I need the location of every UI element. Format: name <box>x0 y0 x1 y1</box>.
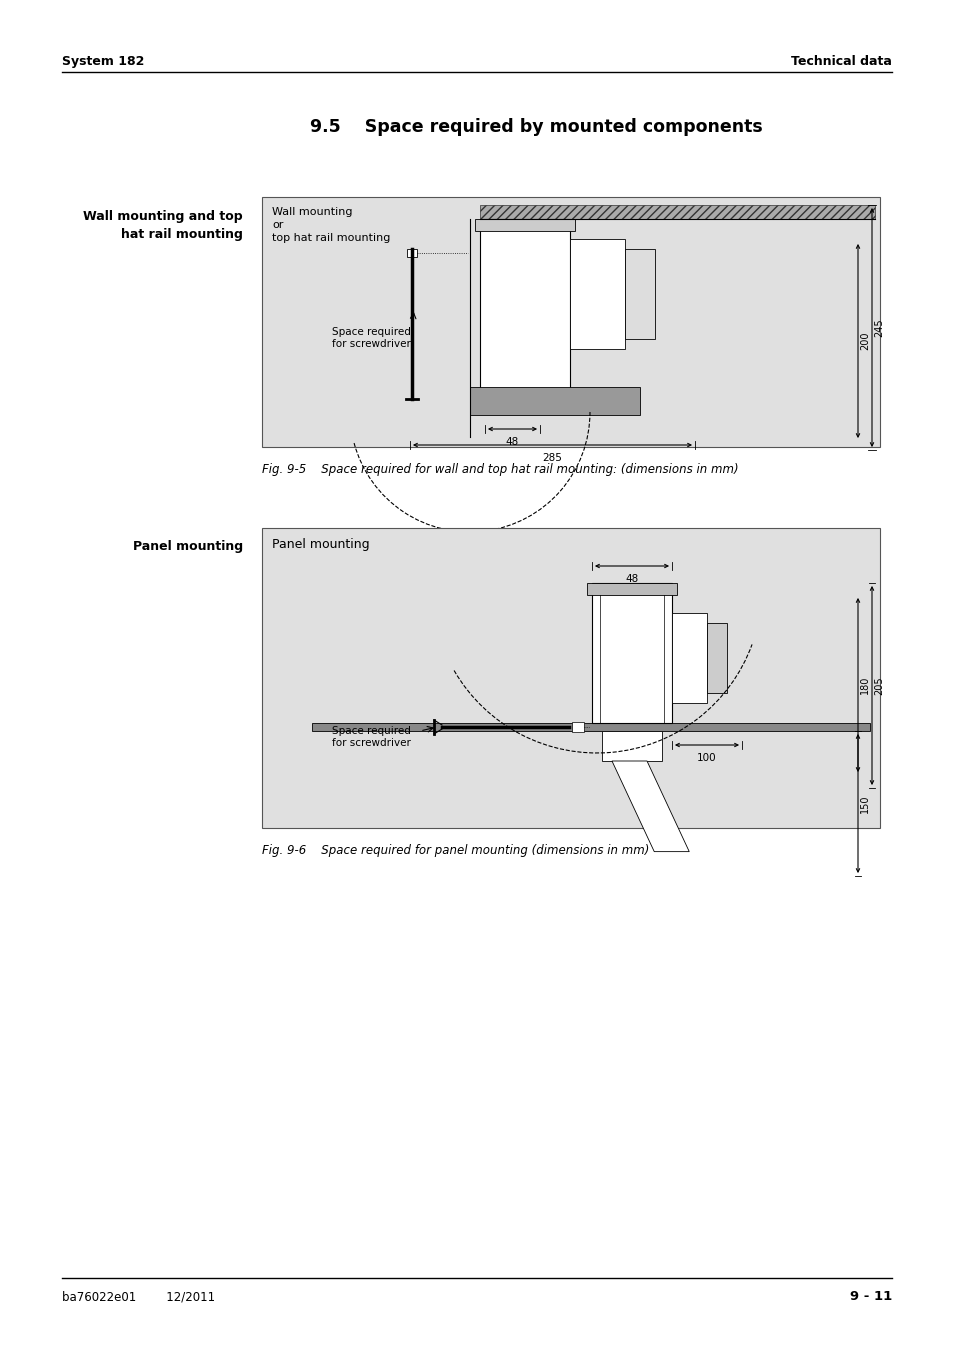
Text: ba76022e01        12/2011: ba76022e01 12/2011 <box>62 1291 214 1303</box>
Bar <box>624 248 655 339</box>
Text: 9 - 11: 9 - 11 <box>849 1291 891 1303</box>
Text: Technical data: Technical data <box>790 55 891 68</box>
Text: 150: 150 <box>859 794 869 813</box>
Bar <box>262 197 879 447</box>
Bar <box>586 583 677 595</box>
Text: 205: 205 <box>873 676 883 695</box>
Text: Fig. 9-6    Space required for panel mounting (dimensions in mm): Fig. 9-6 Space required for panel mounti… <box>262 844 649 857</box>
Text: Panel mounting: Panel mounting <box>132 540 243 553</box>
Bar <box>407 248 416 256</box>
Bar <box>479 219 569 406</box>
Bar <box>671 613 706 703</box>
Text: hat rail mounting: hat rail mounting <box>121 228 243 242</box>
Text: Space required
for screwdriver: Space required for screwdriver <box>332 327 411 348</box>
Text: 48: 48 <box>505 437 518 447</box>
Text: 200: 200 <box>859 332 869 350</box>
Text: 48: 48 <box>625 574 638 585</box>
Bar <box>601 730 661 761</box>
Bar <box>262 528 879 828</box>
Text: 100: 100 <box>697 753 716 763</box>
Bar <box>479 205 874 219</box>
Bar <box>706 622 726 693</box>
Text: 9.5    Space required by mounted components: 9.5 Space required by mounted components <box>310 117 762 136</box>
Text: 180: 180 <box>859 676 869 694</box>
Polygon shape <box>612 761 688 852</box>
Text: 245: 245 <box>873 319 883 336</box>
Text: Space required
for screwdriver: Space required for screwdriver <box>332 726 411 748</box>
Text: Wall mounting
or
top hat rail mounting: Wall mounting or top hat rail mounting <box>272 207 390 243</box>
Text: Panel mounting: Panel mounting <box>272 539 369 551</box>
Bar <box>470 387 639 414</box>
Text: Wall mounting and top: Wall mounting and top <box>83 211 243 223</box>
Bar <box>569 239 624 350</box>
Bar <box>592 583 671 724</box>
Text: System 182: System 182 <box>62 55 144 68</box>
Bar <box>572 722 583 732</box>
Bar <box>475 219 575 231</box>
Bar <box>312 724 869 730</box>
Text: Fig. 9-5    Space required for wall and top hat rail mounting: (dimensions in mm: Fig. 9-5 Space required for wall and top… <box>262 463 738 477</box>
Text: 285: 285 <box>542 454 562 463</box>
